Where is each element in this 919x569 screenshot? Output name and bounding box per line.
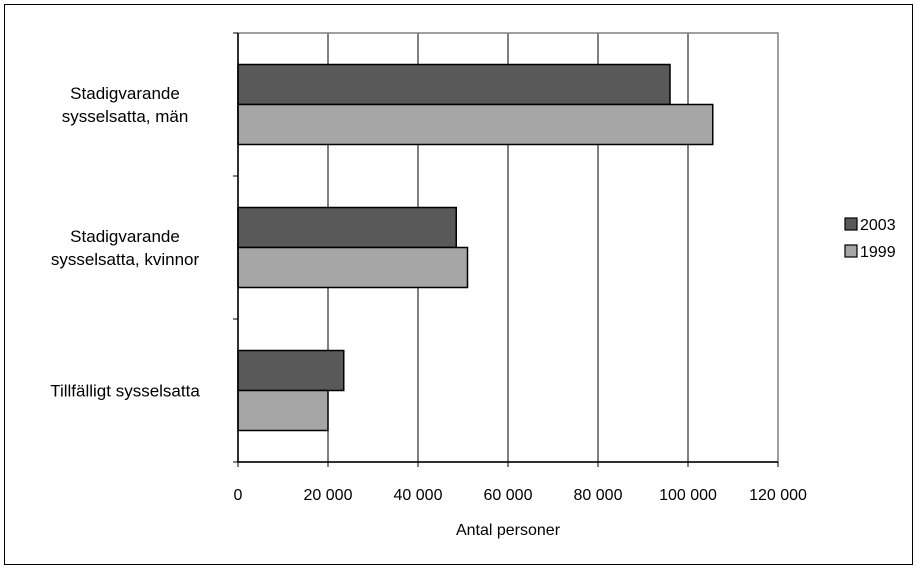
x-tick-label: 60 000 — [484, 487, 533, 504]
category-label: Stadigvarande sysselsatta, kvinnor — [51, 227, 200, 269]
bar-1999-0 — [237, 103, 714, 146]
bar-1999-1 — [237, 246, 469, 289]
x-tick-label: 40 000 — [394, 487, 443, 504]
x-tick-label: 100 000 — [659, 487, 717, 504]
x-tick-label: 80 000 — [574, 487, 623, 504]
x-axis-title: Antal personer — [456, 522, 561, 539]
x-tick-label: 20 000 — [304, 487, 353, 504]
axes — [233, 32, 779, 467]
bar-2003-0 — [237, 63, 671, 106]
bar-2003-2 — [237, 349, 345, 392]
legend-label: 1999 — [860, 244, 896, 261]
x-tick-labels: 0 20 000 40 000 60 000 80 000 100 000 120 000 — [234, 487, 807, 504]
bar-1999-2 — [237, 389, 329, 432]
x-tick-label: 120 000 — [749, 487, 807, 504]
category-labels: Stadigvarande sysselsatta, män Stadigvaran… — [50, 84, 200, 401]
category-label: Stadigvarande sysselsatta, män — [62, 84, 189, 126]
category-label: Tillfälligt sysselsatta — [50, 382, 200, 401]
bar-2003-1 — [237, 206, 457, 249]
x-tick-label: 0 — [234, 487, 243, 504]
legend-label: 2003 — [860, 217, 896, 234]
legend-swatch — [844, 244, 858, 258]
bars — [237, 63, 714, 432]
legend: 2003 1999 — [844, 217, 896, 261]
legend-swatch — [844, 217, 858, 231]
